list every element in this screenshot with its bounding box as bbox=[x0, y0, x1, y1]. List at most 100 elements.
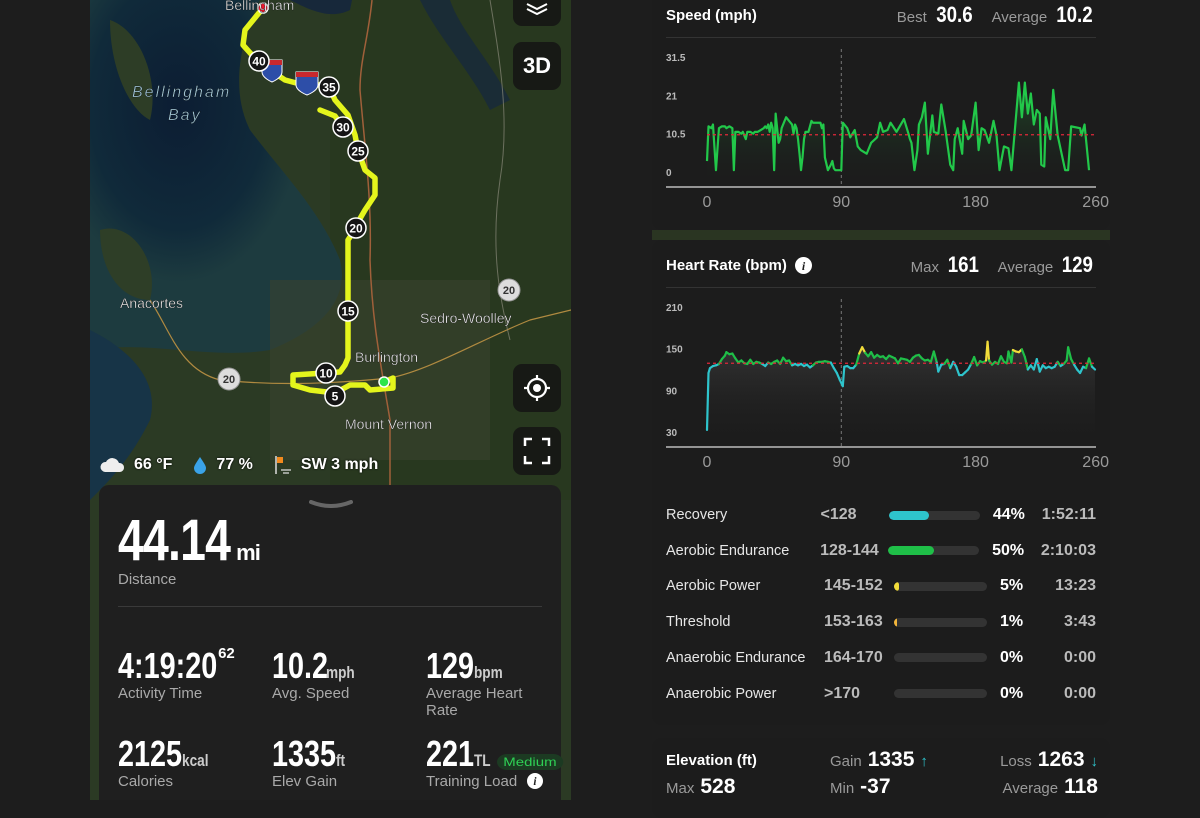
zone-range: >170 bbox=[824, 684, 861, 702]
best-label: Best bbox=[896, 9, 927, 26]
zone-bar-fill bbox=[888, 546, 934, 556]
x-tick-label: 260 bbox=[1082, 454, 1109, 471]
arrow-up-icon: ↑ bbox=[920, 753, 928, 770]
start-point-marker bbox=[378, 376, 390, 388]
zone-percent: 0% bbox=[1000, 648, 1024, 666]
wind: SW 3 mph bbox=[300, 456, 379, 473]
avg-label: Average bbox=[997, 259, 1054, 276]
hr-line-segment bbox=[986, 340, 991, 362]
hr-line-segment bbox=[973, 355, 979, 367]
speed-panel: Speed (mph) Best 30.6 Average 10.2 0 10.5 21 3… bbox=[652, 0, 1110, 230]
stat-value: 129 bbox=[426, 645, 475, 686]
hr-line-segment bbox=[1035, 357, 1041, 373]
elev-max: 528 bbox=[700, 775, 736, 798]
road-shield: 20 bbox=[497, 278, 521, 302]
hr-zone-row: Anaerobic Endurance 164-170 0% 0:00 bbox=[666, 648, 1096, 668]
hr-line-segment bbox=[835, 371, 841, 382]
hr-line-segment bbox=[1087, 357, 1094, 368]
stat-value: 10.2 bbox=[272, 645, 329, 686]
distance-marker: 25 bbox=[347, 140, 369, 162]
hr-zone-row: Anaerobic Power >170 0% 0:00 bbox=[666, 684, 1096, 704]
svg-text:i: i bbox=[534, 776, 538, 788]
hr-line-segment bbox=[932, 350, 938, 364]
zone-percent: 44% bbox=[992, 506, 1025, 523]
zone-time: 2:10:03 bbox=[1040, 541, 1096, 559]
water-label: Bellingham bbox=[132, 84, 231, 101]
zone-name: Aerobic Power bbox=[666, 578, 761, 595]
layers-button[interactable] bbox=[513, 0, 561, 26]
hr-zone-row: Aerobic Endurance 128-144 50% 2:10:03 bbox=[666, 541, 1096, 561]
max-label: Max bbox=[666, 780, 695, 797]
avg-label: Average bbox=[991, 9, 1048, 26]
interstate-shield-icon bbox=[295, 71, 319, 96]
hr-line-segment bbox=[1010, 348, 1015, 364]
hr-zone-row: Threshold 153-163 1% 3:43 bbox=[666, 612, 1096, 632]
info-icon[interactable]: i bbox=[527, 773, 544, 789]
distance-marker: 40 bbox=[248, 50, 270, 72]
svg-text:30: 30 bbox=[336, 121, 350, 135]
x-tick-label: 260 bbox=[1082, 194, 1109, 211]
3d-toggle-button[interactable]: 3D bbox=[513, 42, 561, 90]
hr-line-segment bbox=[1020, 348, 1026, 359]
stat-elev-gain: 1335ft Elev Gain bbox=[272, 733, 422, 790]
stat-label: Elev Gain bbox=[272, 773, 338, 790]
y-tick-label: 10.5 bbox=[666, 130, 686, 141]
max-hr: 161 bbox=[947, 252, 979, 277]
activity-map-panel: 40 35 30 25 20 15 10 5 Bellingham Bellingham Ba… bbox=[90, 0, 571, 800]
distance-marker: 10 bbox=[315, 362, 337, 384]
elev-loss: 1263 bbox=[1037, 748, 1085, 771]
info-icon[interactable]: i bbox=[794, 257, 812, 274]
distance-value: 44.14 mi bbox=[118, 508, 261, 573]
best-speed: 30.6 bbox=[935, 2, 973, 27]
y-tick-label: 30 bbox=[666, 428, 678, 439]
x-tick-label: 90 bbox=[832, 194, 850, 211]
zone-bar bbox=[894, 581, 987, 591]
place-label: Mount Vernon bbox=[345, 416, 432, 432]
zone-bar-fill bbox=[894, 581, 899, 591]
stat-unit: kcal bbox=[182, 751, 209, 770]
gain-label: Gain bbox=[830, 753, 862, 770]
zone-percent: 5% bbox=[1000, 577, 1024, 595]
svg-text:20: 20 bbox=[503, 285, 515, 297]
cloud-icon bbox=[100, 458, 125, 472]
stat-unit: bpm bbox=[474, 663, 503, 682]
speed-chart[interactable]: 0 10.5 21 31.5 0 90 180 260 bbox=[652, 48, 1110, 228]
zone-time: 0:00 bbox=[1063, 648, 1096, 666]
heart-rate-chart[interactable]: 30 90 150 210 0 90 180 260 bbox=[652, 295, 1110, 475]
stat-average-heart-rate: 129bpm Average Heart Rate bbox=[426, 645, 571, 719]
distance-marker: 30 bbox=[332, 116, 354, 138]
stat-unit: TL bbox=[474, 751, 491, 770]
locate-button[interactable] bbox=[513, 364, 561, 412]
zone-bar bbox=[894, 653, 987, 663]
place-label: Burlington bbox=[355, 349, 418, 365]
zone-time: 0:00 bbox=[1063, 684, 1096, 702]
svg-text:35: 35 bbox=[322, 81, 336, 95]
activity-summary-card: 44.14 mi Distance 4:19:2062 Activity Time 1… bbox=[99, 485, 563, 800]
elev-avg: 118 bbox=[1064, 775, 1098, 798]
svg-text:10: 10 bbox=[319, 367, 333, 381]
hr-line-segment bbox=[855, 352, 861, 366]
stat-label: Avg. Speed bbox=[272, 685, 350, 702]
weather-bar: 66 °F 77 % SW 3 mph bbox=[100, 455, 378, 475]
fullscreen-button[interactable] bbox=[513, 427, 561, 475]
stat-value: 4:19:20 bbox=[118, 645, 218, 686]
avg-label: Average bbox=[1002, 780, 1059, 797]
elev-min: -37 bbox=[860, 775, 891, 798]
y-tick-label: 31.5 bbox=[666, 53, 686, 64]
water-label: Bay bbox=[168, 107, 202, 124]
svg-text:25: 25 bbox=[351, 145, 365, 159]
hr-zone-row: Recovery <128 44% 1:52:11 bbox=[666, 505, 1096, 525]
divider bbox=[118, 606, 542, 607]
svg-text:15: 15 bbox=[341, 305, 355, 319]
svg-text:20: 20 bbox=[223, 374, 235, 386]
zone-percent: 1% bbox=[1000, 613, 1024, 631]
min-label: Min bbox=[830, 780, 855, 797]
hr-line-segment bbox=[955, 365, 961, 377]
training-load-badge: Medium bbox=[496, 754, 563, 770]
distance-marker: 35 bbox=[318, 76, 340, 98]
humidity-drop-icon bbox=[194, 457, 207, 474]
zone-bar bbox=[888, 546, 980, 556]
svg-text:20: 20 bbox=[349, 222, 363, 236]
collapse-handle-icon[interactable] bbox=[309, 500, 353, 508]
zone-name: Threshold bbox=[666, 614, 731, 631]
